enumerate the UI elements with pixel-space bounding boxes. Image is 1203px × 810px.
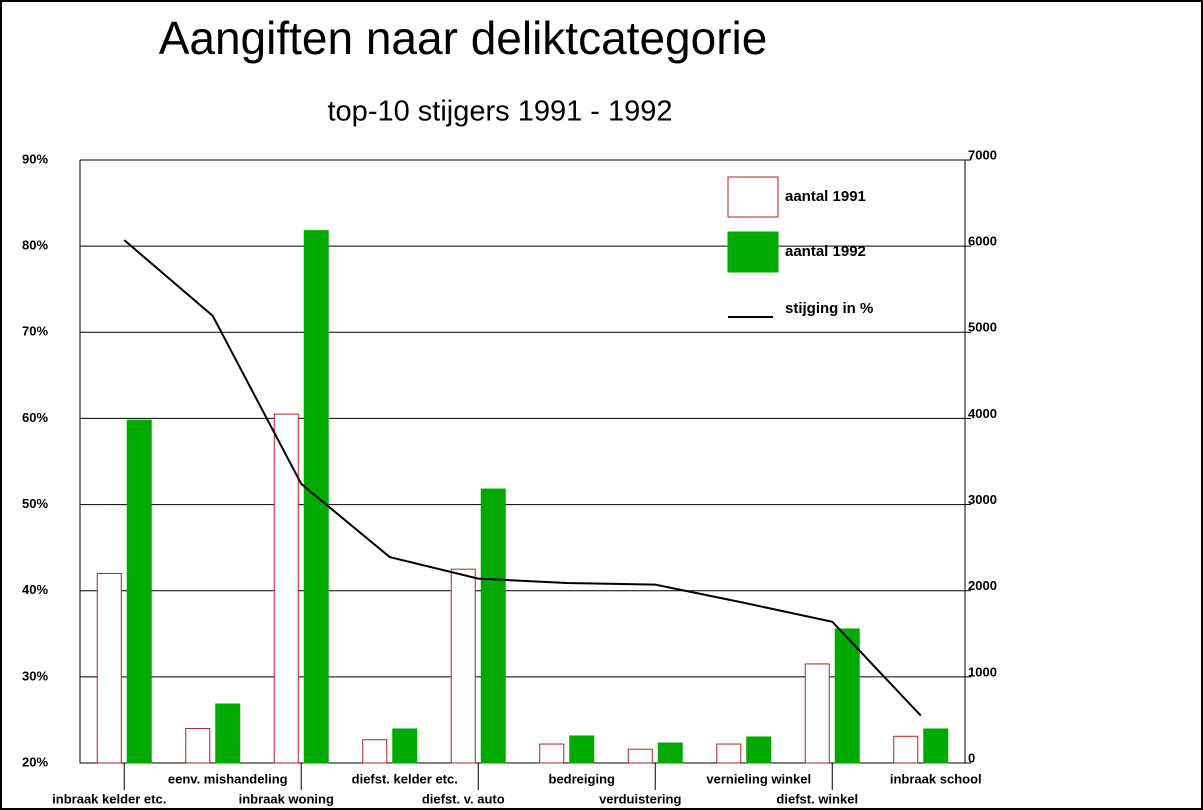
x-tick-label: diefst. v. auto xyxy=(422,791,505,806)
bar xyxy=(392,728,418,764)
bar xyxy=(539,743,565,764)
y2-tick-label: 2000 xyxy=(968,578,997,593)
x-tick-label: diefst. kelder etc. xyxy=(352,771,458,786)
y-tick-label: 60% xyxy=(22,410,48,425)
legend-label: aantal 1991 xyxy=(785,188,866,205)
legend-swatch xyxy=(727,231,779,273)
line xyxy=(123,239,922,717)
bar xyxy=(450,568,476,764)
bar xyxy=(185,728,211,764)
bar xyxy=(627,748,653,764)
bar xyxy=(923,728,949,764)
bar xyxy=(215,703,241,764)
bar xyxy=(804,663,830,764)
bar xyxy=(569,735,595,764)
chart-subtitle: top-10 stijgers 1991 - 1992 xyxy=(328,96,673,128)
x-tick-label: vernieling winkel xyxy=(706,771,811,786)
legend-label: aantal 1992 xyxy=(785,243,866,260)
bar xyxy=(480,488,506,764)
bar xyxy=(657,742,683,764)
bar xyxy=(96,572,122,764)
y-tick-label: 40% xyxy=(22,582,48,597)
x-tick-label: bedreiging xyxy=(549,771,616,786)
legend-swatch xyxy=(727,176,779,218)
y-tick-label: 90% xyxy=(22,151,48,166)
y2-tick-label: 6000 xyxy=(968,234,997,249)
bar xyxy=(834,628,860,764)
x-tick-label: inbraak woning xyxy=(239,791,334,806)
x-tick-label: eenv. mishandeling xyxy=(168,771,288,786)
y2-tick-label: 7000 xyxy=(968,147,997,162)
x-tick-label: diefst. winkel xyxy=(776,791,858,806)
bar xyxy=(273,413,299,764)
y2-tick-label: 5000 xyxy=(968,320,997,335)
y2-tick-label: 3000 xyxy=(968,492,997,507)
y-tick-label: 70% xyxy=(22,324,48,339)
x-tick-label: verduistering xyxy=(599,791,681,806)
y2-tick-label: 4000 xyxy=(968,406,997,421)
chart-title: Aangiften naar deliktcategorie xyxy=(159,12,768,64)
y2-tick-label: 1000 xyxy=(968,664,997,679)
y-tick-label: 20% xyxy=(22,754,48,769)
bar xyxy=(746,736,772,764)
bar xyxy=(362,739,388,764)
y-tick-label: 80% xyxy=(22,238,48,253)
bar xyxy=(126,419,152,764)
legend-label: stijging in % xyxy=(785,300,873,317)
bar xyxy=(716,743,742,764)
y-tick-label: 50% xyxy=(22,496,48,511)
y-tick-label: 30% xyxy=(22,668,48,683)
x-tick-label: inbraak kelder etc. xyxy=(52,791,166,806)
bar xyxy=(893,735,919,764)
y2-tick-label: 0 xyxy=(968,750,975,765)
x-tick-label: inbraak school xyxy=(890,771,982,786)
